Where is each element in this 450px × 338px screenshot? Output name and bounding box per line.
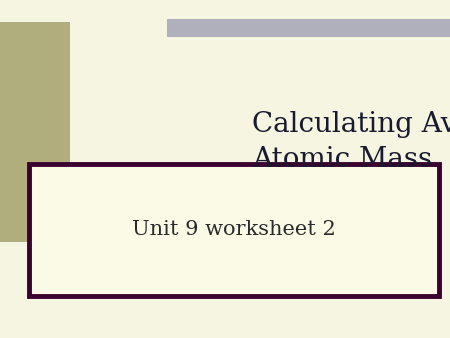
Bar	[29, 164, 439, 296]
Text: Calculating Average
Atomic Mass: Calculating Average Atomic Mass	[252, 111, 450, 173]
Bar	[0, 22, 70, 242]
Bar	[166, 19, 450, 37]
Text: Unit 9 worksheet 2: Unit 9 worksheet 2	[132, 220, 336, 239]
